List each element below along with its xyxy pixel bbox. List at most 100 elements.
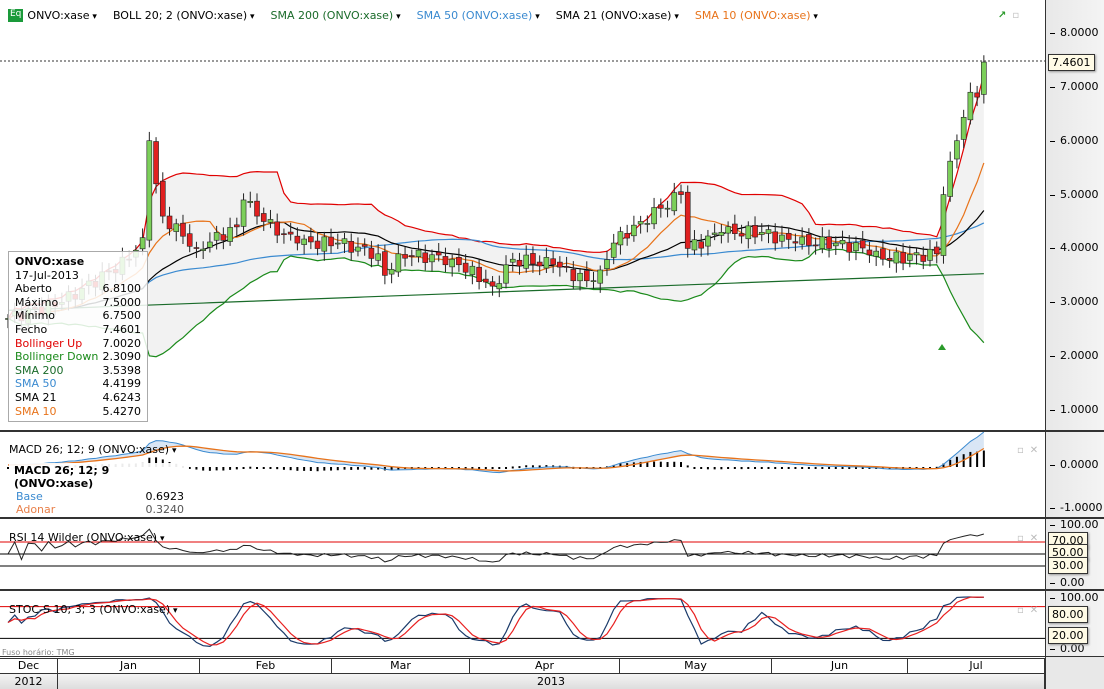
trend-icon[interactable]: ↗ [998,10,1007,21]
macd-histogram-bar [828,467,831,469]
candle-body [933,246,940,255]
macd-histogram-bar [929,467,932,469]
macd-histogram-bar [235,467,238,470]
candle-body [274,221,281,236]
macd-histogram-bar [982,450,985,467]
macd-histogram-bar [498,467,501,469]
macd-histogram-bar [787,467,790,469]
candle-body [557,261,563,268]
candle-body [826,236,832,249]
candle-body [758,231,765,235]
candle-body [530,253,536,265]
macd-histogram-bar [222,467,225,471]
stoch-axis[interactable]: 100.00 0.00 [1045,591,1104,656]
candle-body [698,241,704,249]
time-axis[interactable]: Fuso horário: TMG Dec Jan Feb Mar Apr May Jun J… [0,648,1104,689]
candle-body [240,199,247,227]
candle-body [159,180,166,217]
macd-histogram-bar [390,467,393,471]
legend-row: SMA 10 5.4270 [15,405,141,419]
rsi-panel[interactable]: 100.00 0.00 70.00 50.00 30.00 RSI 14 Wil… [0,519,1104,591]
macd-histogram-bar [202,467,205,471]
macd-histogram-bar [343,467,346,470]
price-tick: 4.0000 [1050,241,1100,254]
macd-histogram-bar [282,467,285,470]
macd-histogram-bar [464,467,467,469]
macd-histogram-bar [653,461,656,467]
candle-body [570,269,577,282]
close-icon[interactable]: ✕ [1029,605,1039,616]
candle-body [382,251,388,276]
legend-date: 17-Jul-2013 [15,268,79,282]
legend-label: Bollinger Up [15,336,83,350]
macd-histogram-bar [269,467,272,469]
close-icon[interactable]: ✕ [1029,533,1039,544]
month-label: May [620,659,772,673]
macd-histogram-bar [700,467,703,469]
stoch-chart[interactable] [0,591,1045,657]
maximize-icon[interactable]: ▫ [1017,533,1024,544]
macd-histogram-bar [922,467,925,469]
macd-histogram-bar [639,461,642,467]
candle-body [180,222,186,237]
price-chart[interactable] [0,0,1045,430]
price-panel[interactable]: 8.0000 7.0000 6.0000 5.0000 4.0000 3.0000 2.00… [0,0,1104,432]
macd-histogram-bar [195,467,198,470]
candle-body [651,207,657,225]
legend-value: 2.3090 [102,350,142,364]
rsi-chart[interactable] [0,519,1045,589]
candle-body [213,232,220,241]
candle-body [631,224,637,237]
header-item-5[interactable]: SMA 10 (ONVO:xase) [695,9,818,22]
price-axis[interactable]: 8.0000 7.0000 6.0000 5.0000 4.0000 3.0000 2.00… [1045,0,1104,430]
rsi-label[interactable]: RSI 14 Wilder (ONVO:xase) [9,531,165,544]
candle-body [368,247,375,259]
stoch-k-line [7,596,984,647]
eq-logo-icon: Eq [8,9,24,22]
macd-histogram-bar [525,465,528,468]
close-icon[interactable]: ✕ [1029,445,1039,456]
candle-body [967,91,974,121]
macd-histogram-bar [330,467,333,471]
legend-label: SMA 50 [15,377,57,391]
candle-body [718,231,725,236]
month-label: Jul [908,659,1045,673]
candle-body [186,233,193,247]
header-item-3[interactable]: SMA 50 (ONVO:xase) [417,9,540,22]
candle-body [658,204,664,209]
candle-body [321,236,328,252]
macd-label[interactable]: MACD 26; 12; 9 (ONVO:xase) [9,443,176,456]
candle-body [516,259,523,267]
candle-body [738,233,745,237]
macd-panel[interactable]: 0.0000 -1.0000 MACD 26; 12; 9 (ONVO:xase… [0,432,1104,519]
candle-body [234,224,240,228]
legend-value: 6.7500 [102,309,142,323]
candle-body [227,227,233,242]
header-item-0[interactable]: ONVO:xase [27,9,97,22]
stoch-label[interactable]: STOC-S 10; 3; 3 (ONVO:xase) [9,603,178,616]
candle-body [563,266,570,268]
candle-body [644,223,651,225]
legend-value: 4.6243 [102,390,142,404]
candle-body [610,242,617,258]
macd-histogram-bar [646,462,649,467]
maximize-icon[interactable]: ▫ [1012,10,1020,21]
stoch-panel[interactable]: 100.00 0.00 80.00 20.00 STOC-S 10; 3; 3 … [0,591,1104,657]
macd-tick: -1.0000 [1050,501,1102,514]
candle-body [523,254,530,269]
header-item-1[interactable]: BOLL 20; 2 (ONVO:xase) [113,9,255,22]
macd-axis[interactable]: 0.0000 -1.0000 [1045,432,1104,517]
header-item-2[interactable]: SMA 200 (ONVO:xase) [271,9,401,22]
candle-body [402,254,408,259]
candle-body [866,249,873,256]
header-item-4[interactable]: SMA 21 (ONVO:xase) [556,9,679,22]
maximize-icon[interactable]: ▫ [1017,445,1024,456]
macd-histogram-bar [976,451,979,467]
candle-body [550,258,556,265]
candle-body [408,255,415,257]
month-label: Jan [58,659,200,673]
maximize-icon[interactable]: ▫ [1017,605,1024,616]
rsi-line [7,528,984,563]
macd-histogram-bar [309,467,312,471]
month-label: Apr [470,659,620,673]
